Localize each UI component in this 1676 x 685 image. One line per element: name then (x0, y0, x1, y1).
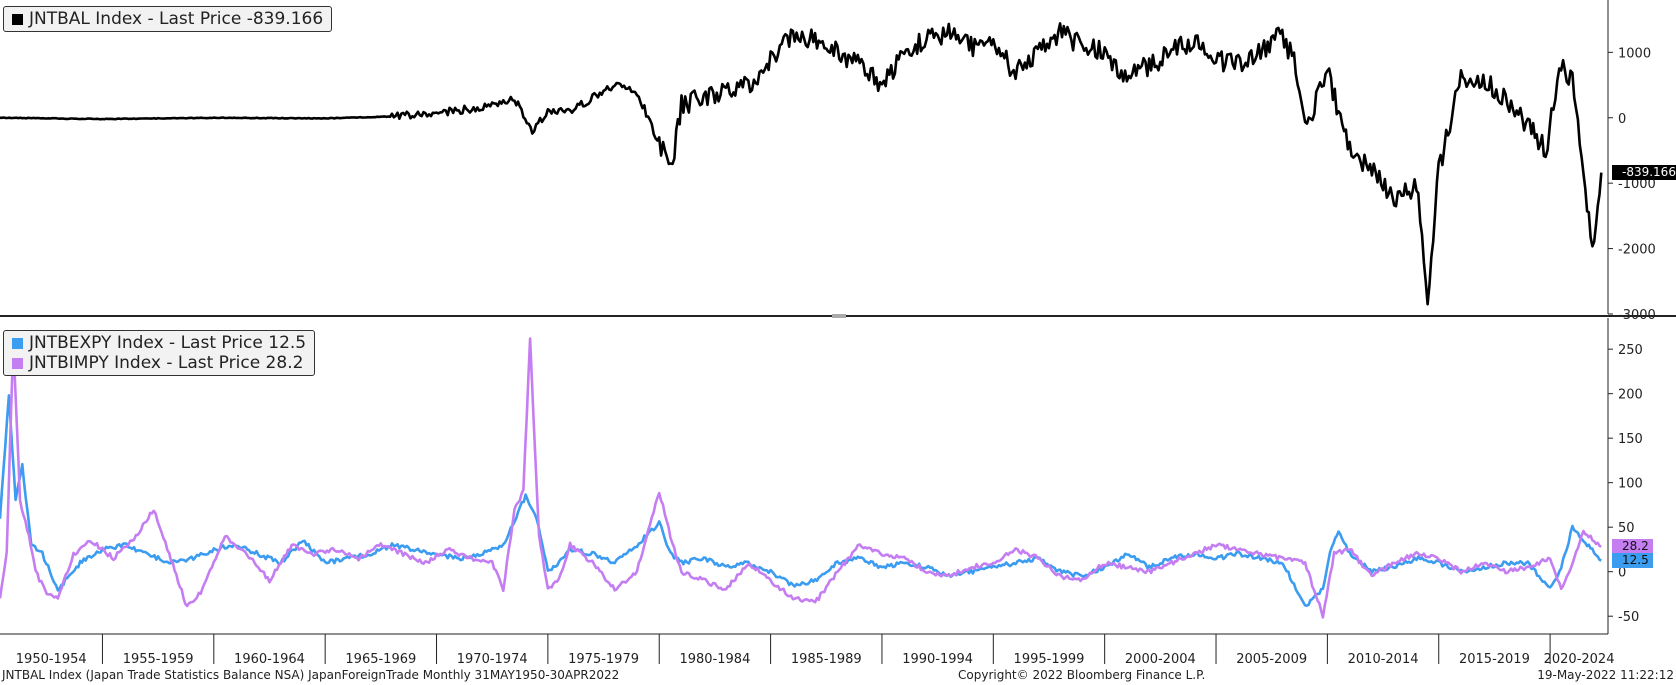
x-tick-label: 1955-1959 (123, 652, 194, 667)
x-tick-label: 2010-2014 (1348, 652, 1419, 667)
y-tick-label: 50 (1618, 521, 1635, 536)
y-tick-label: -1000 (1618, 177, 1656, 192)
y-tick-label: 0 (1618, 566, 1626, 581)
x-axis: 1950-1954 1955-1959 1960-1964 1965-1969 1970… (0, 314, 1676, 667)
last-price-tag-jntbal: -839.166 (1612, 164, 1676, 180)
last-price-tag-jntbimpy: 28.2 (1612, 538, 1653, 554)
x-tick-label: 1985-1989 (791, 652, 862, 667)
x-tick-label: 1960-1964 (234, 652, 305, 667)
legend-label: JNTBAL Index - Last Price -839.166 (29, 9, 324, 29)
y-tick-label: 250 (1618, 343, 1643, 358)
series-line-jntbexpy (0, 394, 1602, 607)
legend-swatch-blue (12, 337, 23, 349)
x-tick-label: 2020-2024 (1544, 652, 1615, 667)
y-tick-label: 1000 (1618, 46, 1651, 61)
y-tick-label: 150 (1618, 432, 1643, 447)
footer-copyright: Copyright© 2022 Bloomberg Finance L.P. (958, 668, 1206, 682)
top-legend: JNTBAL Index - Last Price -839.166 (3, 6, 333, 32)
x-tick-label: 1970-1974 (457, 652, 528, 667)
y-tick-label: 200 (1618, 388, 1643, 403)
x-tick-label: 1950-1954 (16, 652, 87, 667)
x-tick-label: 1965-1969 (345, 652, 416, 667)
legend-swatch-purple (12, 357, 23, 369)
legend-label: JNTBEXPY Index - Last Price 12.5 (29, 333, 307, 353)
y-tick-label: 100 (1618, 477, 1643, 492)
legend-entry-jntbal: JNTBAL Index - Last Price -839.166 (12, 9, 323, 29)
y-tick-label: -50 (1618, 610, 1639, 625)
footer-timestamp: 19-May-2022 11:22:12 (1537, 668, 1674, 682)
y-tick-label: 0 (1618, 112, 1626, 127)
series-line-jntbimpy (0, 337, 1602, 619)
bottom-legend: JNTBEXPY Index - Last Price 12.5 JNTBIMP… (3, 330, 316, 376)
series-line-jntbal (0, 22, 1603, 306)
y-tick-label: -2000 (1618, 243, 1656, 258)
x-tick-label: 1990-1994 (902, 652, 973, 667)
x-tick-label: 1975-1979 (568, 652, 639, 667)
x-tick-label: 2000-2004 (1125, 652, 1196, 667)
x-tick-label: 2005-2009 (1236, 652, 1307, 667)
footer-description: JNTBAL Index (Japan Trade Statistics Bal… (2, 668, 620, 682)
legend-label: JNTBIMPY Index - Last Price 28.2 (29, 353, 304, 373)
legend-entry-jntbexpy: JNTBEXPY Index - Last Price 12.5 (12, 333, 306, 353)
x-tick-label: 1980-1984 (679, 652, 750, 667)
legend-entry-jntbimpy: JNTBIMPY Index - Last Price 28.2 (12, 353, 306, 373)
x-tick-label: 2015-2019 (1459, 652, 1530, 667)
bottom-panel: 250 200 150 100 50 0 -50 (0, 318, 1643, 634)
panel-resize-handle (832, 314, 846, 318)
last-price-tag-jntbexpy: 12.5 (1612, 552, 1653, 568)
legend-swatch-black (12, 13, 23, 25)
x-tick-label: 1995-1999 (1014, 652, 1085, 667)
